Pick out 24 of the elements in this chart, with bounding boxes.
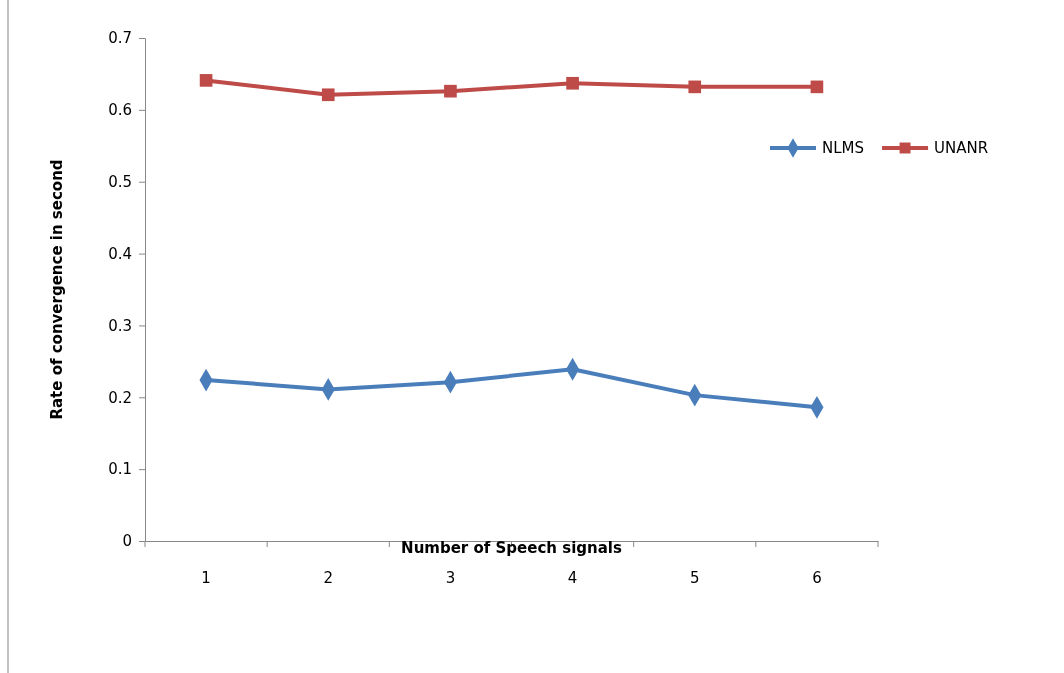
- point: [688, 80, 702, 94]
- y-tick-label: 0.4: [108, 244, 132, 263]
- point: [444, 84, 457, 98]
- x-tick-label: 2: [323, 569, 334, 587]
- x-tick-label: 5: [689, 569, 700, 587]
- y-tick-label: 0.5: [108, 173, 132, 192]
- legend-label: NLMS: [822, 139, 865, 157]
- x-tick-label: 3: [445, 569, 456, 587]
- y-tick-label: 0.7: [108, 29, 132, 48]
- y-tick-label: 0.2: [108, 388, 132, 407]
- point: [321, 88, 335, 102]
- y-tick-label: 0.6: [108, 101, 132, 120]
- point: [566, 76, 579, 90]
- y-tick-label: 0.1: [108, 460, 132, 479]
- x-tick-label: 6: [812, 569, 822, 587]
- point: [810, 80, 824, 94]
- x-tick-label: 1: [201, 569, 211, 587]
- point: [199, 74, 213, 87]
- y-tick-label: 0.3: [108, 316, 132, 335]
- x-axis-title: Number of Speech signals: [401, 539, 622, 557]
- y-tick-label: 0: [122, 532, 132, 551]
- legend-label: UNANR: [934, 139, 989, 157]
- y-axis-title: Rate of convergence in second: [48, 159, 66, 420]
- x-tick-label: 4: [567, 569, 578, 587]
